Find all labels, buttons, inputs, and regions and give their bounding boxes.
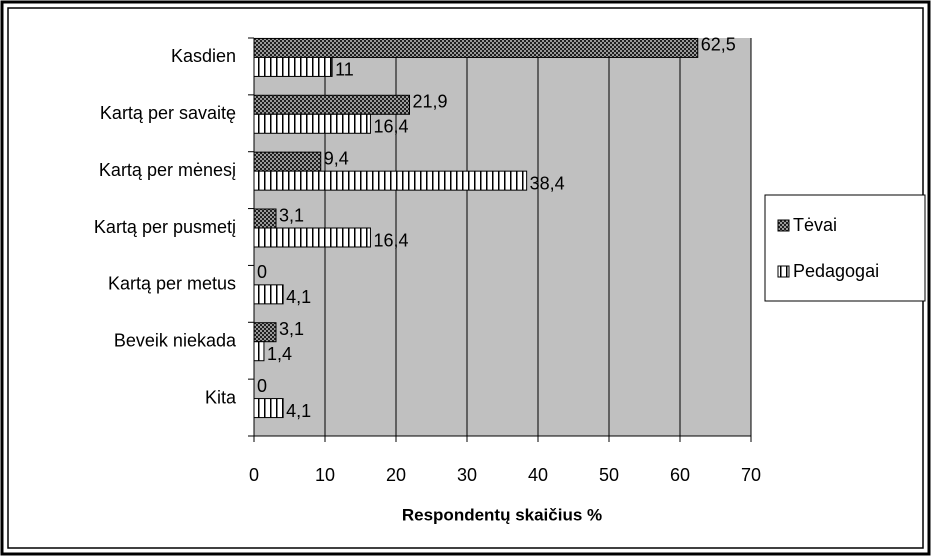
data-label: 1,4 [267,344,292,364]
data-label: 3,1 [279,319,304,339]
bar [253,37,699,58]
y-tick-label: Kartą per mėnesį [99,160,236,180]
data-label: 16,4 [373,230,408,250]
bar [253,56,333,77]
bar [253,113,371,134]
legend-swatch [777,265,790,278]
y-tick-label: Kartą per metus [108,274,236,294]
bar [253,322,277,343]
bar [253,227,371,248]
bar [253,341,265,362]
data-label: 0 [257,376,267,396]
data-label: 4,1 [286,401,311,421]
x-tick-label: 60 [670,465,690,485]
x-tick-label: 10 [315,465,335,485]
data-label: 62,5 [701,35,736,55]
x-axis-label: Respondentų skaičius % [402,505,602,524]
data-label: 9,4 [324,148,349,168]
bar [253,208,277,229]
data-label: 4,1 [286,287,311,307]
legend-label: Tėvai [793,215,837,235]
legend-box [764,194,926,302]
y-tick-label: Beveik niekada [114,330,237,350]
x-tick-label: 20 [386,465,406,485]
data-label: 0 [257,262,267,282]
bar [253,170,528,191]
data-label: 3,1 [279,205,304,225]
y-tick-label: Kasdien [171,46,236,66]
legend-label: Pedagogai [793,261,879,281]
bar [253,398,284,419]
data-label: 21,9 [412,92,447,112]
x-tick-label: 50 [599,465,619,485]
legend-swatch [777,219,790,232]
x-tick-label: 30 [457,465,477,485]
data-label: 16,4 [373,117,408,137]
bar [253,94,410,115]
data-label: 38,4 [530,173,565,193]
y-tick-label: Kita [205,387,237,407]
bar [253,151,322,172]
x-tick-label: 40 [528,465,548,485]
y-tick-label: Kartą per savaitę [100,103,236,123]
x-tick-label: 0 [249,465,259,485]
bar [253,284,284,305]
x-tick-label: 70 [741,465,761,485]
y-tick-label: Kartą per pusmetį [94,217,236,237]
data-label: 11 [335,60,354,80]
